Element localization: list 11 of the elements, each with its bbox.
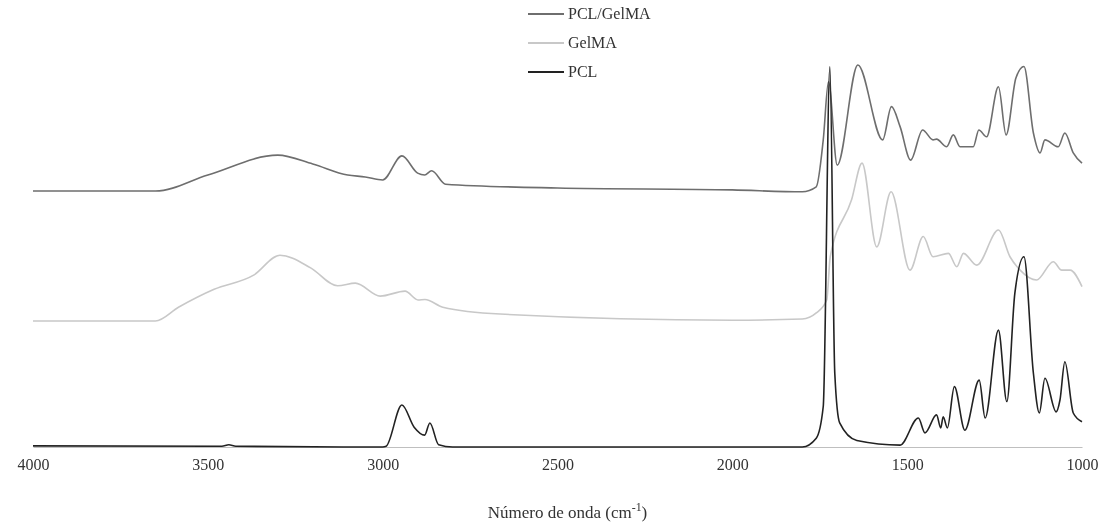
x-tick-label: 1500 (891, 456, 924, 474)
legend-label: PCL (568, 63, 598, 80)
legend-label: GelMA (568, 34, 618, 51)
x-tick-label: 1000 (1066, 456, 1099, 474)
legend-label: PCL/GelMA (568, 5, 652, 22)
x-tick-label: 3000 (367, 456, 400, 474)
x-tick-label: 4000 (17, 456, 50, 474)
x-tick-label: 3500 (192, 456, 225, 474)
x-axis-title: Número de onda (cm$^{-1}$) (487, 500, 648, 522)
x-tick-label: 2000 (716, 456, 749, 474)
x-tick-label: 2500 (542, 456, 574, 474)
